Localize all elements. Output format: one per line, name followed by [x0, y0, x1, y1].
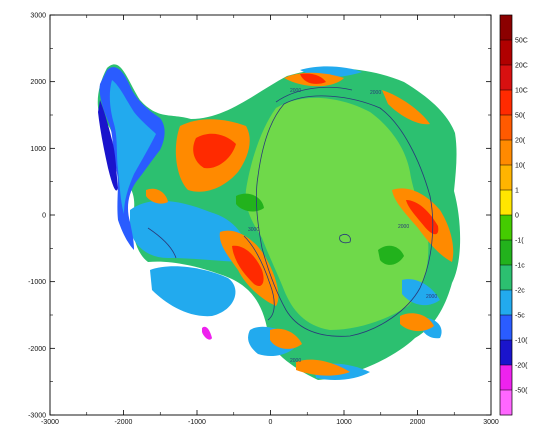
- colorbar-swatch: [500, 365, 512, 391]
- contour-label: 2000: [290, 358, 301, 364]
- regions-magenta: [202, 326, 212, 340]
- colorbar-swatch: [500, 115, 512, 141]
- y-tick-label: 3000: [30, 13, 46, 20]
- y-tick-label: 0: [42, 213, 46, 220]
- contour-label: 2000: [398, 224, 409, 230]
- y-tick-label: 2000: [30, 79, 46, 86]
- contour-label: 2000: [426, 294, 437, 300]
- x-axis: -3000 -2000 -1000 0 1000 2000 3000: [41, 15, 499, 426]
- colorbar-label: -20(: [515, 363, 528, 370]
- y-tick-label: -3000: [28, 413, 46, 420]
- x-tick-label: -1000: [188, 419, 206, 426]
- y-tick-label: -1000: [28, 279, 46, 286]
- colorbar-swatch: [500, 140, 512, 166]
- peninsula-navy: [98, 100, 118, 191]
- peninsula-cyan: [109, 80, 156, 214]
- colorbar-swatch: [500, 340, 512, 366]
- colorbar-swatch: [500, 265, 512, 291]
- regions-red: [193, 73, 439, 287]
- colorbar-label: -10(: [515, 338, 528, 345]
- colorbar-swatch: [500, 65, 512, 91]
- colorbar-swatch: [500, 240, 512, 266]
- colorbar-label: -1c: [515, 263, 525, 270]
- colorbar-label: -50(: [515, 388, 528, 395]
- colorbar-swatch: [500, 40, 512, 66]
- y-tick-label: 1000: [30, 146, 46, 153]
- colorbar-label: -2c: [515, 288, 525, 295]
- colorbar-swatch: [500, 15, 512, 41]
- colorbar-swatch: [500, 290, 512, 316]
- colorbar-label: 0: [515, 213, 519, 220]
- colorbar-label: 50C: [515, 38, 528, 45]
- x-tick-label: -2000: [115, 419, 133, 426]
- x-tick-label: 3000: [483, 419, 499, 426]
- x-tick-label: 0: [269, 419, 273, 426]
- colorbar-label: 20(: [515, 138, 526, 145]
- x-tick-label: 2000: [410, 419, 426, 426]
- y-axis: 3000 2000 1000 0 -1000 -2000 -3000: [28, 13, 491, 420]
- colorbar-label: 1: [515, 188, 519, 195]
- y-tick-label: -2000: [28, 346, 46, 353]
- plateau-interior: [245, 97, 429, 330]
- colorbar-swatch: [500, 90, 512, 116]
- colorbar-swatch: [500, 165, 512, 191]
- colorbar-label: -1(: [515, 238, 524, 245]
- x-tick-label: -3000: [41, 419, 59, 426]
- contour-label-group: 2000 3000 2000 2000 2000 2000: [248, 88, 437, 364]
- x-tick-label: 1000: [336, 419, 352, 426]
- map-layer: 2000 3000 2000 2000 2000 2000: [97, 64, 461, 380]
- colorbar-label: 50(: [515, 113, 526, 120]
- colorbar-swatch: [500, 315, 512, 341]
- contour-label: 3000: [248, 227, 259, 233]
- colorbar-label: 10(: [515, 163, 526, 170]
- contour-lines: [147, 86, 434, 337]
- contour-label: 2000: [290, 88, 301, 94]
- colorbar-swatch: [500, 215, 512, 241]
- colorbar-swatch: [500, 190, 512, 216]
- contour-label: 2000: [370, 90, 381, 96]
- colorbar-label: -5c: [515, 313, 525, 320]
- colorbar-swatch: [500, 390, 512, 416]
- colorbar: 50C 20C 10C 50( 20( 10( 1 0 -1( -1c -2c -5c -10( -20(…: [499, 14, 528, 416]
- colorbar-label: 10C: [515, 88, 528, 95]
- colorbar-label: 20C: [515, 63, 528, 70]
